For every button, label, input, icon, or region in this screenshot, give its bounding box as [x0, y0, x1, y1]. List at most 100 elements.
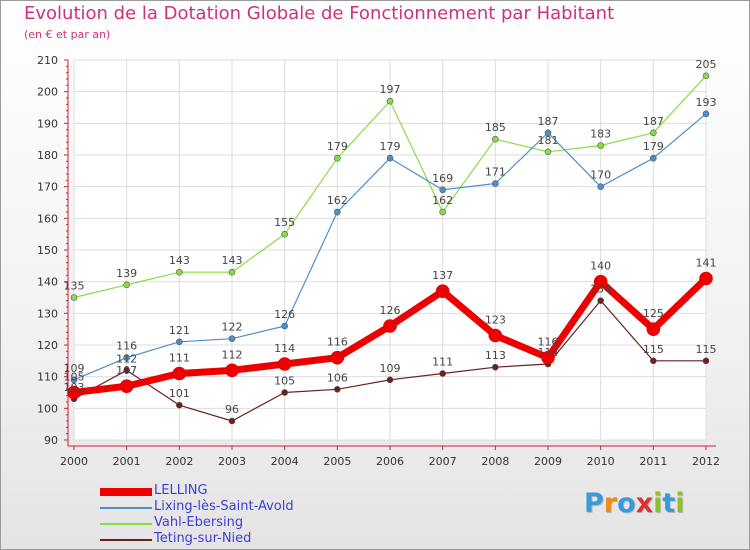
data-point: [544, 129, 552, 137]
logo-letter: i: [675, 488, 685, 519]
data-point: [699, 271, 713, 286]
x-tick-label: 2007: [429, 455, 457, 468]
y-tick-label: 110: [37, 371, 58, 384]
data-point: [544, 148, 552, 156]
data-label: 179: [643, 140, 664, 153]
x-tick-label: 2011: [639, 455, 667, 468]
data-point: [123, 281, 130, 289]
data-label: 185: [485, 121, 506, 134]
data-point: [386, 376, 394, 384]
data-label: 171: [485, 166, 506, 179]
data-point: [492, 363, 499, 371]
x-tick-label: 2012: [692, 455, 720, 468]
x-tick-label: 2004: [271, 455, 299, 468]
data-label: 103: [64, 381, 85, 394]
data-point: [123, 367, 130, 374]
data-label: 193: [696, 96, 717, 109]
x-tick-label: 2001: [113, 455, 141, 468]
x-tick-label: 2009: [534, 455, 562, 468]
data-point: [70, 376, 78, 384]
logo-letter: i: [653, 488, 663, 519]
data-label: 155: [274, 216, 295, 229]
data-point: [67, 385, 81, 400]
data-label: 109: [64, 362, 85, 375]
x-tick-label: 2006: [376, 455, 404, 468]
data-label: 115: [696, 343, 717, 356]
y-tick-label: 150: [37, 244, 58, 257]
data-point: [334, 154, 341, 162]
legend-swatch: [100, 523, 152, 525]
logo-letter: P: [584, 488, 604, 519]
data-label: 121: [169, 324, 190, 337]
data-label: 106: [327, 371, 348, 384]
data-label: 187: [538, 115, 559, 128]
data-label: 126: [274, 308, 295, 321]
logo-letter: o: [617, 488, 636, 519]
data-point: [646, 322, 661, 336]
data-label: 205: [696, 58, 717, 71]
data-label: 116: [327, 336, 348, 349]
data-point: [176, 338, 183, 346]
data-point: [650, 129, 657, 137]
data-point: [702, 72, 710, 80]
data-label: 115: [643, 343, 664, 356]
data-label: 125: [643, 307, 664, 320]
data-label: 140: [590, 260, 611, 273]
data-label: 183: [590, 128, 611, 141]
x-tick-label: 2005: [323, 455, 351, 468]
data-point: [225, 363, 239, 378]
x-tick-label: 2003: [218, 455, 246, 468]
data-point: [386, 154, 394, 162]
y-tick-label: 140: [37, 276, 58, 289]
data-point: [119, 379, 134, 393]
y-tick-label: 100: [37, 402, 58, 415]
y-tick-label: 180: [37, 149, 58, 162]
data-label: 134: [590, 283, 611, 296]
data-label: 197: [380, 83, 401, 96]
data-label: 137: [432, 269, 453, 282]
data-label: 139: [116, 267, 137, 280]
y-tick-label: 130: [37, 307, 58, 320]
data-point: [492, 135, 499, 143]
legend-label: LELLING: [154, 483, 208, 498]
y-tick-label: 90: [44, 434, 58, 447]
data-label: 101: [169, 387, 190, 400]
data-point: [597, 297, 604, 304]
data-label: 179: [380, 140, 401, 153]
data-point: [334, 386, 341, 393]
logo-letter: t: [662, 488, 676, 519]
data-label: 114: [538, 346, 559, 359]
data-point: [176, 268, 183, 276]
data-point: [330, 350, 345, 365]
logo-letter: x: [635, 488, 654, 519]
data-label: 114: [274, 342, 295, 355]
data-point: [650, 357, 657, 365]
data-label: 169: [432, 172, 453, 185]
data-label: 112: [222, 348, 243, 361]
y-tick-label: 170: [37, 181, 58, 194]
data-label: 105: [274, 375, 295, 388]
data-label: 181: [538, 134, 559, 147]
x-tick-label: 2002: [165, 455, 193, 468]
data-point: [70, 294, 78, 301]
y-tick-label: 210: [37, 54, 58, 67]
data-point: [597, 183, 604, 190]
data-point: [435, 284, 450, 298]
chart-title: Evolution de la Dotation Globale de Fonc…: [24, 3, 615, 24]
data-point: [228, 268, 236, 276]
logo-letter: r: [603, 488, 618, 519]
data-point: [176, 401, 183, 409]
data-label: 122: [222, 321, 243, 334]
data-label: 162: [432, 194, 453, 207]
x-tick-label: 2008: [481, 455, 509, 468]
data-point: [281, 389, 288, 396]
data-point: [439, 370, 446, 377]
legend-label: Lixing-lès-Saint-Avold: [154, 499, 294, 514]
data-point: [172, 366, 187, 381]
x-tick-label: 2000: [60, 455, 88, 468]
data-point: [702, 110, 710, 118]
data-label: 111: [169, 352, 190, 365]
data-point: [228, 335, 236, 342]
data-label: 170: [590, 169, 611, 182]
